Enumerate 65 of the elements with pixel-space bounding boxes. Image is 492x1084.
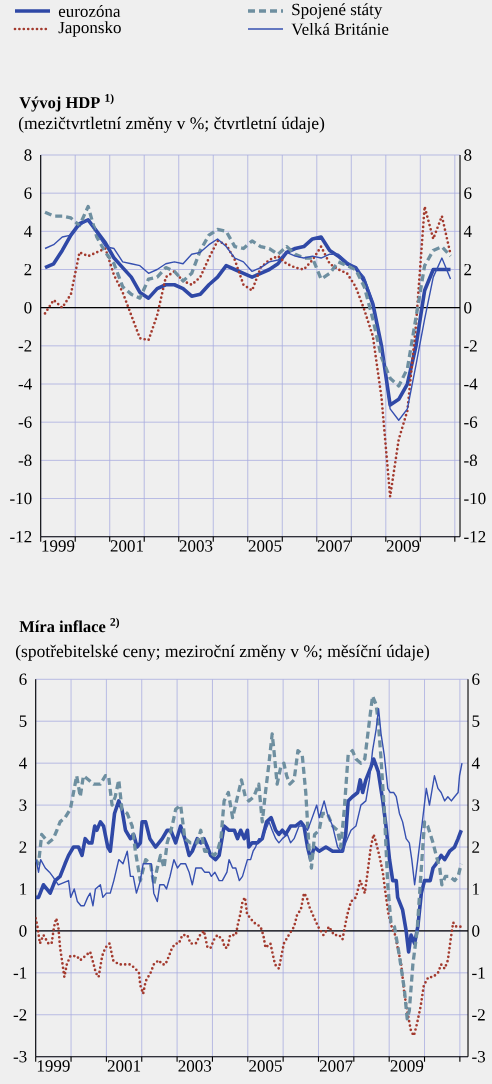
y2-tick-label: 1	[473, 883, 480, 895]
legend-label: eurozóna	[58, 4, 121, 17]
y-tick-label: 5	[19, 715, 27, 727]
y2-tick-label: 4	[471, 757, 480, 769]
y-tick-label: 2	[24, 263, 32, 276]
x-tick-label: 2001	[110, 540, 143, 552]
x-tick-label: 2005	[249, 1060, 282, 1072]
y2-tick-label: 2	[464, 263, 472, 276]
x-tick-label: 1999	[42, 540, 75, 552]
legend-label: Velká Británie	[291, 22, 389, 36]
y-tick-label: 4	[19, 757, 27, 769]
x-tick-label: 2009	[386, 540, 420, 552]
y-tick-label: 0	[24, 301, 32, 314]
y-tick-label: -3	[13, 1050, 27, 1063]
y2-tick-label: 5	[472, 715, 480, 727]
y-tick-label: -4	[18, 378, 32, 390]
x-tick-label: 2007	[317, 540, 351, 552]
y2-tick-label: 6	[472, 673, 480, 686]
y2-tick-label: -6	[464, 416, 478, 428]
chart-title: Míra inflace $^{2)}$	[19, 617, 120, 633]
x-tick-label: 2005	[248, 540, 282, 552]
y-tick-label: 2	[19, 841, 27, 853]
y2-tick-label: -3	[472, 1050, 486, 1063]
y-tick-label: 6	[24, 187, 32, 199]
x-tick-label: 2001	[107, 1060, 141, 1072]
line-series	[43, 204, 453, 388]
y2-tick-label: 8	[464, 149, 472, 161]
y-tick-label: -1	[13, 967, 27, 979]
y-tick-label: -6	[18, 416, 32, 428]
y2-tick-label: -2	[464, 340, 477, 352]
y2-tick-label: -12	[464, 531, 486, 543]
x-tick-label: 2003	[178, 1060, 212, 1072]
y2-tick-label: 0	[472, 925, 480, 937]
y-tick-label: 4	[24, 225, 32, 237]
y2-tick-label: 2	[472, 841, 480, 853]
y2-tick-label: -8	[464, 454, 478, 467]
legend-label: Japonsko	[58, 21, 121, 37]
x-tick-label: 2009	[390, 1060, 424, 1072]
x-tick-label: 1999	[37, 1060, 70, 1072]
chart-subtitle: (mezičtvrtletní změny v %; čtvrtletní údaje)	[18, 116, 325, 133]
y-tick-label: -8	[18, 454, 32, 467]
y2-tick-label: 4	[463, 225, 472, 237]
y-tick-label: -2	[13, 1009, 27, 1021]
y-tick-label: -12	[10, 531, 32, 543]
y-tick-label: 8	[24, 149, 32, 161]
line-series	[35, 694, 463, 1021]
y-tick-label: -10	[10, 492, 32, 505]
legend-label: Spojené státy	[292, 3, 383, 19]
y-tick-label: 6	[19, 673, 27, 686]
y2-tick-label: 6	[464, 187, 472, 199]
line-series	[43, 205, 452, 498]
y2-tick-label: 0	[464, 301, 472, 314]
chart-title: Vývoj HDP $^{1)}$	[19, 93, 114, 112]
y2-tick-label: -10	[464, 492, 486, 505]
y-tick-label: -2	[18, 340, 32, 352]
y2-tick-label: -2	[472, 1009, 485, 1021]
chart-subtitle: (spotřebitelské ceny; meziroční změny v %; měsíční údaje)	[15, 644, 430, 661]
y2-tick-label: -4	[464, 378, 478, 390]
y-tick-label: 1	[20, 883, 27, 895]
y-tick-label: 0	[19, 925, 27, 937]
y2-tick-label: -1	[472, 967, 485, 979]
x-tick-label: 2003	[179, 540, 213, 552]
y-tick-label: 3	[19, 799, 27, 811]
x-tick-label: 2007	[319, 1060, 353, 1072]
y2-tick-label: 3	[472, 799, 480, 811]
